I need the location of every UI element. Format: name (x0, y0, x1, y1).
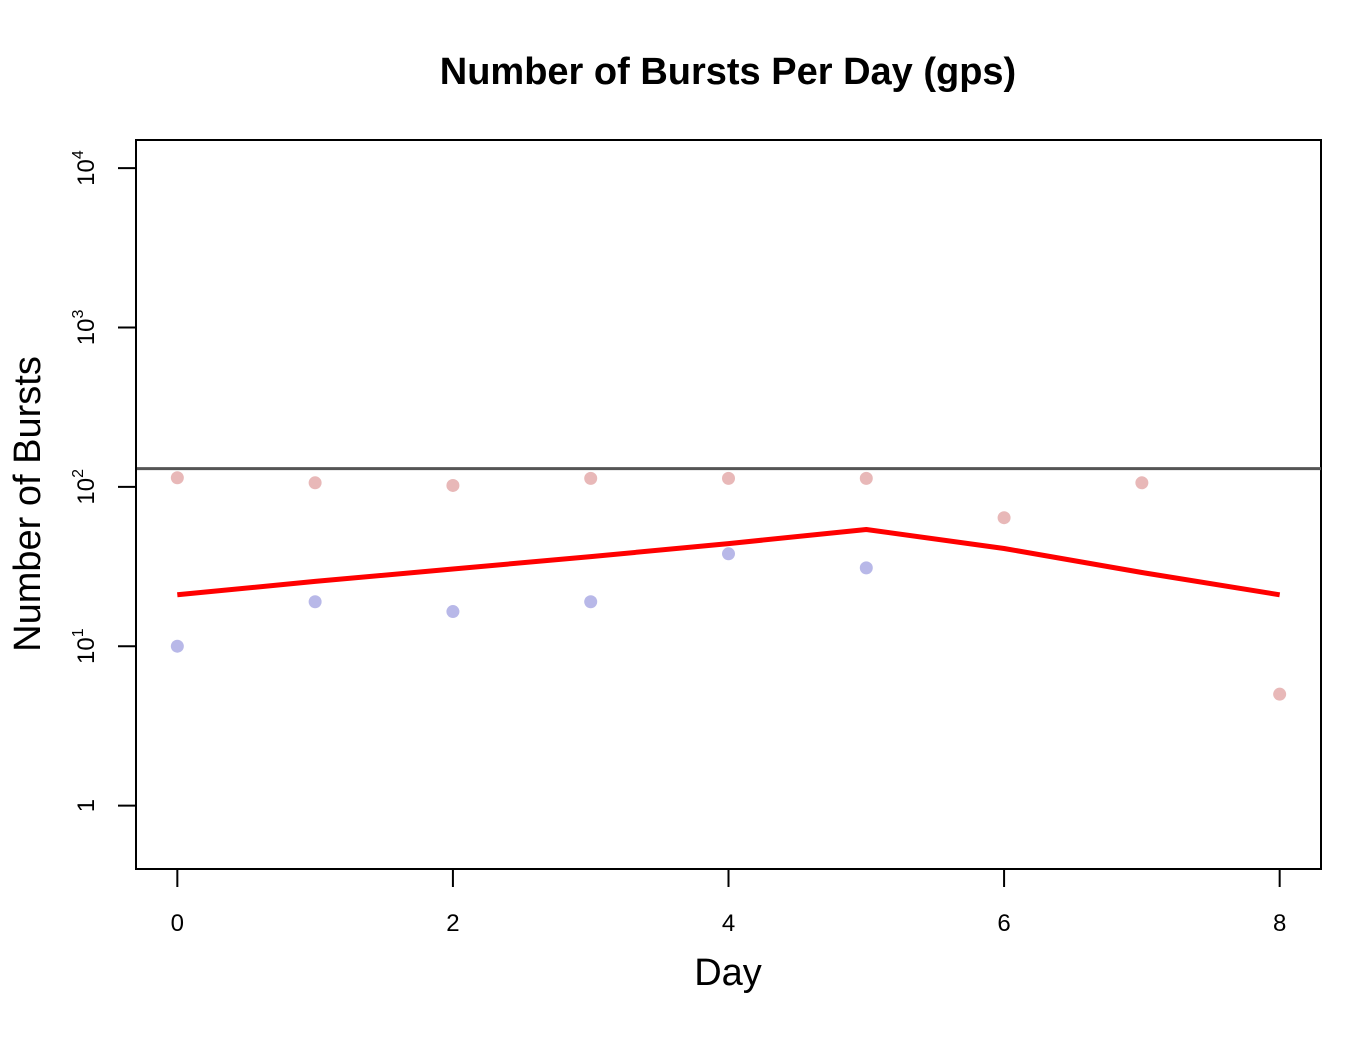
series-0-point-4 (722, 471, 735, 485)
series-0-point-2 (446, 478, 460, 492)
y-tick-label-3: 103 (70, 310, 100, 346)
svg-text:102: 102 (70, 469, 100, 505)
x-tick-label-8: 8 (1273, 910, 1286, 937)
chart-title: Number of Bursts Per Day (gps) (440, 51, 1016, 93)
series-0-point-6 (997, 511, 1011, 525)
series-1-point-3 (584, 595, 598, 609)
series-2-line (177, 527, 1281, 598)
series-0-point-7 (1135, 476, 1149, 490)
svg-text:103: 103 (70, 310, 100, 346)
series-0-point-0 (170, 471, 184, 485)
svg-text:1: 1 (73, 799, 100, 812)
y-tick-label-0: 1 (73, 799, 100, 812)
series-0-point-5 (859, 471, 873, 485)
y-axis-label: Number of Bursts (7, 356, 49, 652)
x-axis: 0 2 4 6 8 (171, 868, 1286, 937)
series-0-point-1 (308, 476, 322, 490)
y-tick-label-1: 101 (70, 628, 100, 664)
x-tick-label-2: 2 (446, 910, 459, 937)
series-1-point-2 (446, 605, 460, 619)
series-1-point-5 (859, 561, 873, 575)
series-1-point-4 (722, 547, 735, 561)
x-tick-label-0: 0 (171, 910, 184, 937)
y-tick-label-2: 102 (70, 469, 100, 505)
y-axis: 1 101 102 103 104 (70, 150, 137, 812)
series-1-point-0 (170, 639, 184, 653)
series-0-point-8 (1273, 687, 1287, 701)
x-tick-label-4: 4 (722, 910, 735, 937)
plot-frame (135, 139, 1322, 870)
x-axis-label: Day (694, 952, 762, 994)
svg-text:104: 104 (70, 150, 100, 186)
series-1-point-1 (308, 595, 322, 609)
series-0-point-3 (584, 471, 598, 485)
y-tick-label-4: 104 (70, 150, 100, 186)
x-tick-label-6: 6 (997, 910, 1010, 937)
data-layer (136, 467, 1321, 701)
svg-text:101: 101 (70, 628, 100, 664)
